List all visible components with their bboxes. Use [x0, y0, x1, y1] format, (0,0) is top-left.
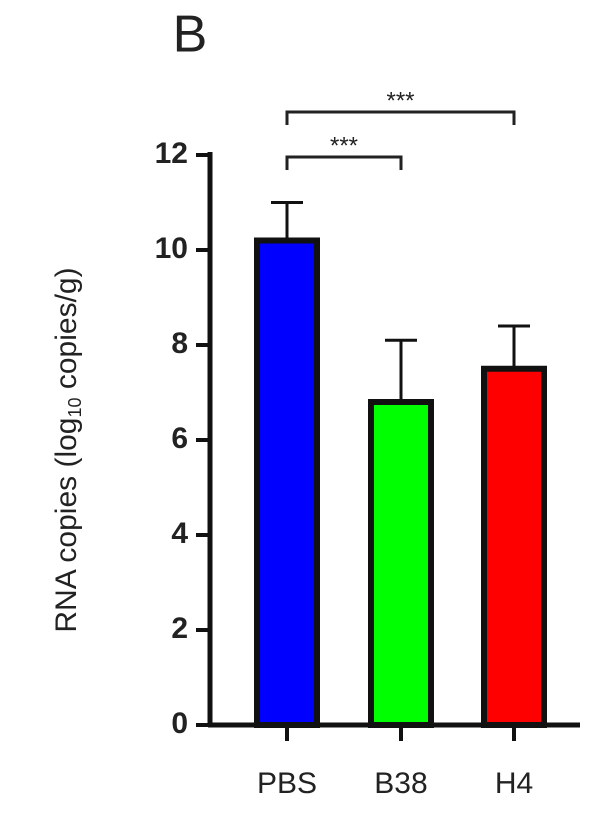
y-tick-label: 8: [171, 327, 188, 360]
significance-label: ***: [330, 132, 358, 159]
significance-bracket: [285, 110, 516, 125]
y-label-suffix: copies/g): [50, 267, 83, 397]
x-tick-label: PBS: [257, 767, 317, 800]
y-tick-label: 0: [171, 707, 188, 740]
bar: [368, 399, 434, 728]
y-tick-label: 2: [171, 612, 188, 645]
bar: [481, 365, 547, 728]
y-tick-label: 12: [155, 137, 188, 170]
significance-label: ***: [386, 87, 414, 114]
y-label-subscript: 10: [65, 397, 85, 417]
x-tick-label: B38: [374, 767, 427, 800]
y-tick-label: 6: [171, 422, 188, 455]
x-tick-label: H4: [495, 767, 533, 800]
panel-label: B: [173, 6, 208, 64]
y-axis-label: RNA copies (log10 copies/g): [50, 267, 85, 632]
y-label-text: RNA copies (log: [50, 418, 83, 633]
significance-bracket: [285, 155, 403, 170]
y-tick-label: 4: [171, 517, 188, 550]
bar: [254, 237, 320, 728]
y-tick-label: 10: [155, 232, 188, 265]
